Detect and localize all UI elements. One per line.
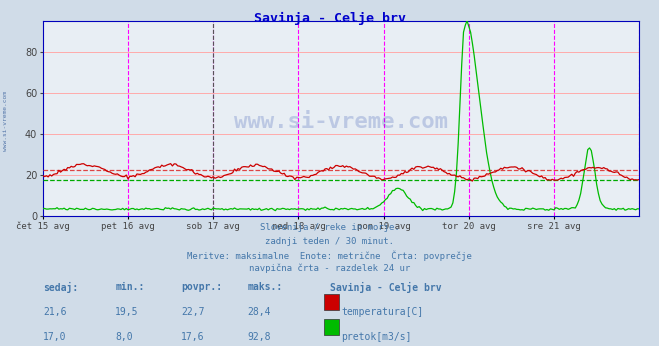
Text: 17,0: 17,0 bbox=[43, 332, 67, 342]
Text: www.si-vreme.com: www.si-vreme.com bbox=[3, 91, 8, 151]
Text: Meritve: maksimalne  Enote: metrične  Črta: povprečje: Meritve: maksimalne Enote: metrične Črta… bbox=[187, 251, 472, 261]
Text: 21,6: 21,6 bbox=[43, 307, 67, 317]
Text: 22,7: 22,7 bbox=[181, 307, 205, 317]
Text: sedaj:: sedaj: bbox=[43, 282, 78, 293]
Text: navpična črta - razdelek 24 ur: navpična črta - razdelek 24 ur bbox=[249, 264, 410, 273]
Text: min.:: min.: bbox=[115, 282, 145, 292]
Text: temperatura[C]: temperatura[C] bbox=[341, 307, 424, 317]
Text: maks.:: maks.: bbox=[247, 282, 282, 292]
Text: 28,4: 28,4 bbox=[247, 307, 271, 317]
Text: 8,0: 8,0 bbox=[115, 332, 133, 342]
Text: 92,8: 92,8 bbox=[247, 332, 271, 342]
Text: 17,6: 17,6 bbox=[181, 332, 205, 342]
Text: povpr.:: povpr.: bbox=[181, 282, 222, 292]
Text: zadnji teden / 30 minut.: zadnji teden / 30 minut. bbox=[265, 237, 394, 246]
Text: Slovenija / reke in morje.: Slovenija / reke in morje. bbox=[260, 223, 399, 232]
Text: www.si-vreme.com: www.si-vreme.com bbox=[234, 112, 448, 133]
Text: pretok[m3/s]: pretok[m3/s] bbox=[341, 332, 412, 342]
Text: Savinja - Celje brv: Savinja - Celje brv bbox=[330, 282, 441, 293]
Text: 19,5: 19,5 bbox=[115, 307, 139, 317]
Text: Savinja - Celje brv: Savinja - Celje brv bbox=[254, 12, 405, 25]
